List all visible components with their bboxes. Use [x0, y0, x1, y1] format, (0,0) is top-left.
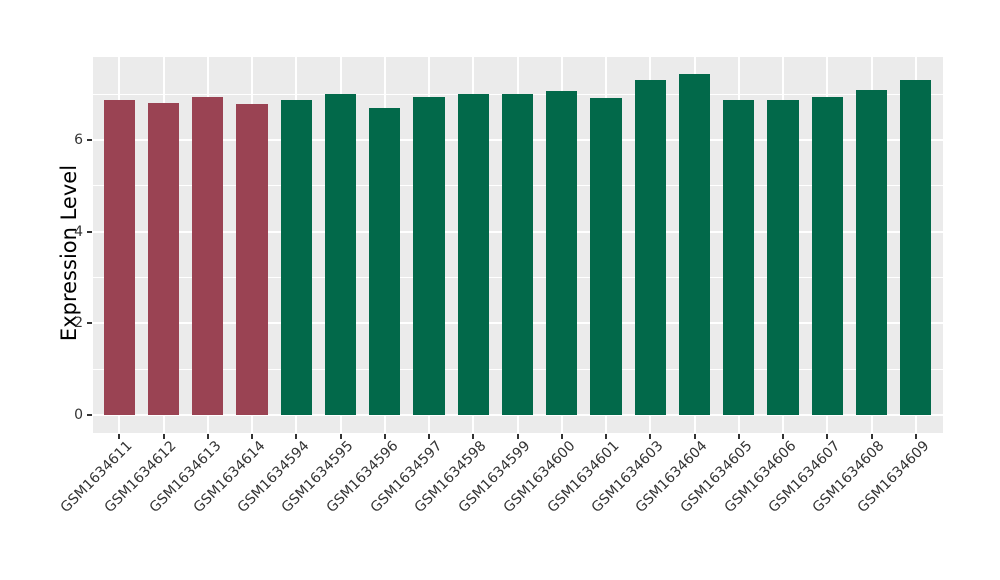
x-tick-mark: [914, 434, 917, 439]
bar: [811, 96, 843, 415]
x-tick-mark: [693, 434, 696, 439]
bar: [501, 93, 534, 415]
bar: [192, 96, 224, 415]
x-tick-mark: [516, 434, 519, 439]
x-tick-mark: [428, 434, 431, 439]
y-tick-label: 0: [74, 407, 83, 423]
x-tick-mark: [870, 434, 873, 439]
bar: [855, 90, 888, 415]
y-tick-mark: [87, 230, 92, 233]
x-tick-mark: [162, 434, 165, 439]
bar: [767, 99, 799, 415]
bar: [546, 90, 578, 415]
bar: [678, 73, 711, 415]
bar: [590, 97, 622, 415]
x-tick-mark: [295, 434, 298, 439]
bar: [324, 94, 357, 415]
x-tick-mark: [649, 434, 652, 439]
bar: [413, 96, 445, 415]
bar: [147, 103, 180, 415]
x-tick-mark: [605, 434, 608, 439]
bar: [369, 107, 401, 415]
x-tick-mark: [383, 434, 386, 439]
x-tick-mark: [737, 434, 740, 439]
bar: [634, 79, 666, 415]
x-tick-mark: [251, 434, 254, 439]
y-tick-mark: [87, 414, 92, 416]
y-tick-mark: [87, 138, 92, 141]
x-tick-mark: [782, 434, 785, 439]
plot-panel: [93, 57, 943, 433]
bar: [457, 94, 489, 415]
bar: [900, 79, 932, 415]
bar: [723, 100, 755, 415]
x-tick-mark: [826, 434, 829, 439]
bar: [236, 104, 268, 415]
y-axis-title: Expression Level: [57, 164, 81, 342]
y-tick-label: 2: [74, 315, 83, 332]
y-tick-mark: [87, 322, 92, 325]
bar: [280, 100, 312, 415]
x-tick-mark: [339, 434, 342, 439]
x-tick-mark: [206, 434, 209, 439]
bar: [103, 100, 135, 415]
x-tick-mark: [118, 434, 121, 439]
y-tick-label: 6: [74, 131, 83, 148]
y-tick-label: 4: [74, 223, 83, 240]
x-tick-mark: [560, 434, 563, 439]
x-tick-mark: [472, 434, 475, 439]
